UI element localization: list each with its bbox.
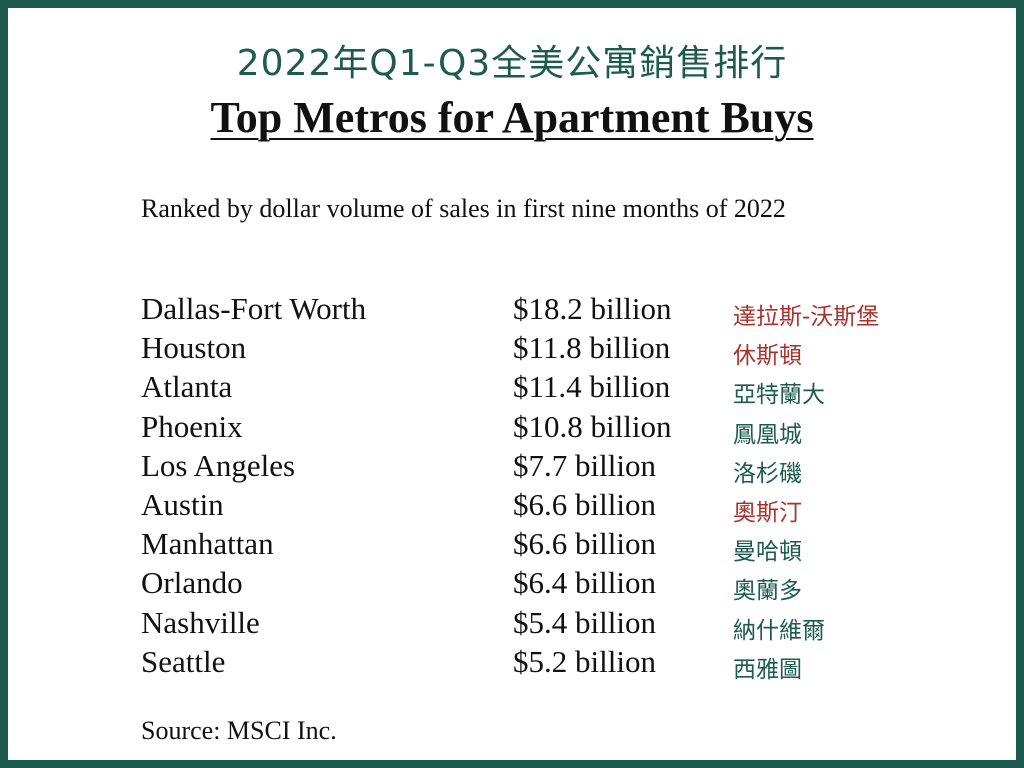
metro-chinese-name: 達拉斯-沃斯堡 bbox=[733, 304, 880, 330]
ranking-row: Dallas-Fort Worth $18.2 billion 達拉斯-沃斯堡 bbox=[141, 291, 941, 330]
ranking-row: Los Angeles $7.7 billion 洛杉磯 bbox=[141, 448, 941, 487]
metro-name: Atlanta bbox=[141, 369, 233, 405]
sales-volume: $10.8 billion bbox=[513, 408, 672, 444]
ranking-row: Phoenix $10.8 billion 鳳凰城 bbox=[141, 409, 941, 448]
sales-volume: $18.2 billion bbox=[513, 291, 672, 326]
subtitle: Ranked by dollar volume of sales in firs… bbox=[141, 194, 786, 223]
ranking-row: Orlando $6.4 billion 奧蘭多 bbox=[141, 565, 941, 604]
metro-chinese-name: 納什維爾 bbox=[733, 617, 825, 644]
sales-volume: $6.4 billion bbox=[513, 565, 656, 601]
source-note: Source: MSCI Inc. bbox=[141, 716, 337, 745]
metro-chinese-name: 洛杉磯 bbox=[733, 460, 802, 487]
metro-name: Seattle bbox=[141, 643, 226, 679]
metro-name: Los Angeles bbox=[141, 447, 296, 483]
infographic-card: 2022年Q1-Q3全美公寓銷售排行 Top Metros for Apartm… bbox=[8, 8, 1016, 760]
english-title: Top Metros for Apartment Buys bbox=[210, 93, 814, 142]
ranking-row: Nashville $5.4 billion 納什維爾 bbox=[141, 605, 941, 644]
ranking-row: Austin $6.6 billion 奧斯汀 bbox=[141, 487, 941, 526]
metro-chinese-name: 曼哈頓 bbox=[733, 539, 802, 566]
sales-volume: $11.8 billion bbox=[513, 330, 671, 366]
metro-name: Dallas-Fort Worth bbox=[141, 291, 367, 326]
metro-name: Phoenix bbox=[141, 408, 243, 444]
chinese-title: 2022年Q1-Q3全美公寓銷售排行 bbox=[236, 43, 788, 84]
metro-chinese-name: 亞特蘭大 bbox=[733, 382, 825, 409]
sales-volume: $6.6 billion bbox=[513, 526, 656, 562]
ranking-row: Manhattan $6.6 billion 曼哈頓 bbox=[141, 526, 941, 565]
metro-chinese-name: 休斯頓 bbox=[733, 343, 802, 370]
metro-chinese-name: 西雅圖 bbox=[733, 656, 802, 683]
sales-volume: $6.6 billion bbox=[513, 486, 656, 522]
metro-chinese-name: 鳳凰城 bbox=[733, 421, 802, 448]
ranking-row: Houston $11.8 billion 休斯頓 bbox=[141, 330, 941, 369]
metro-name: Austin bbox=[141, 486, 224, 522]
sales-volume: $5.4 billion bbox=[513, 604, 656, 640]
ranking-row: Atlanta $11.4 billion 亞特蘭大 bbox=[141, 369, 941, 408]
sales-volume: $11.4 billion bbox=[513, 369, 671, 405]
metro-chinese-name: 奧斯汀 bbox=[733, 499, 802, 526]
metro-chinese-name: 奧蘭多 bbox=[733, 578, 802, 605]
sales-volume: $5.2 billion bbox=[513, 643, 656, 679]
metro-name: Orlando bbox=[141, 565, 243, 601]
ranking-list: Dallas-Fort Worth $18.2 billion 達拉斯-沃斯堡 Hou… bbox=[141, 291, 941, 683]
sales-volume: $7.7 billion bbox=[513, 447, 656, 483]
ranking-row: Seattle $5.2 billion 西雅圖 bbox=[141, 644, 941, 683]
metro-name: Houston bbox=[141, 330, 247, 366]
metro-name: Manhattan bbox=[141, 526, 274, 562]
metro-name: Nashville bbox=[141, 604, 260, 640]
